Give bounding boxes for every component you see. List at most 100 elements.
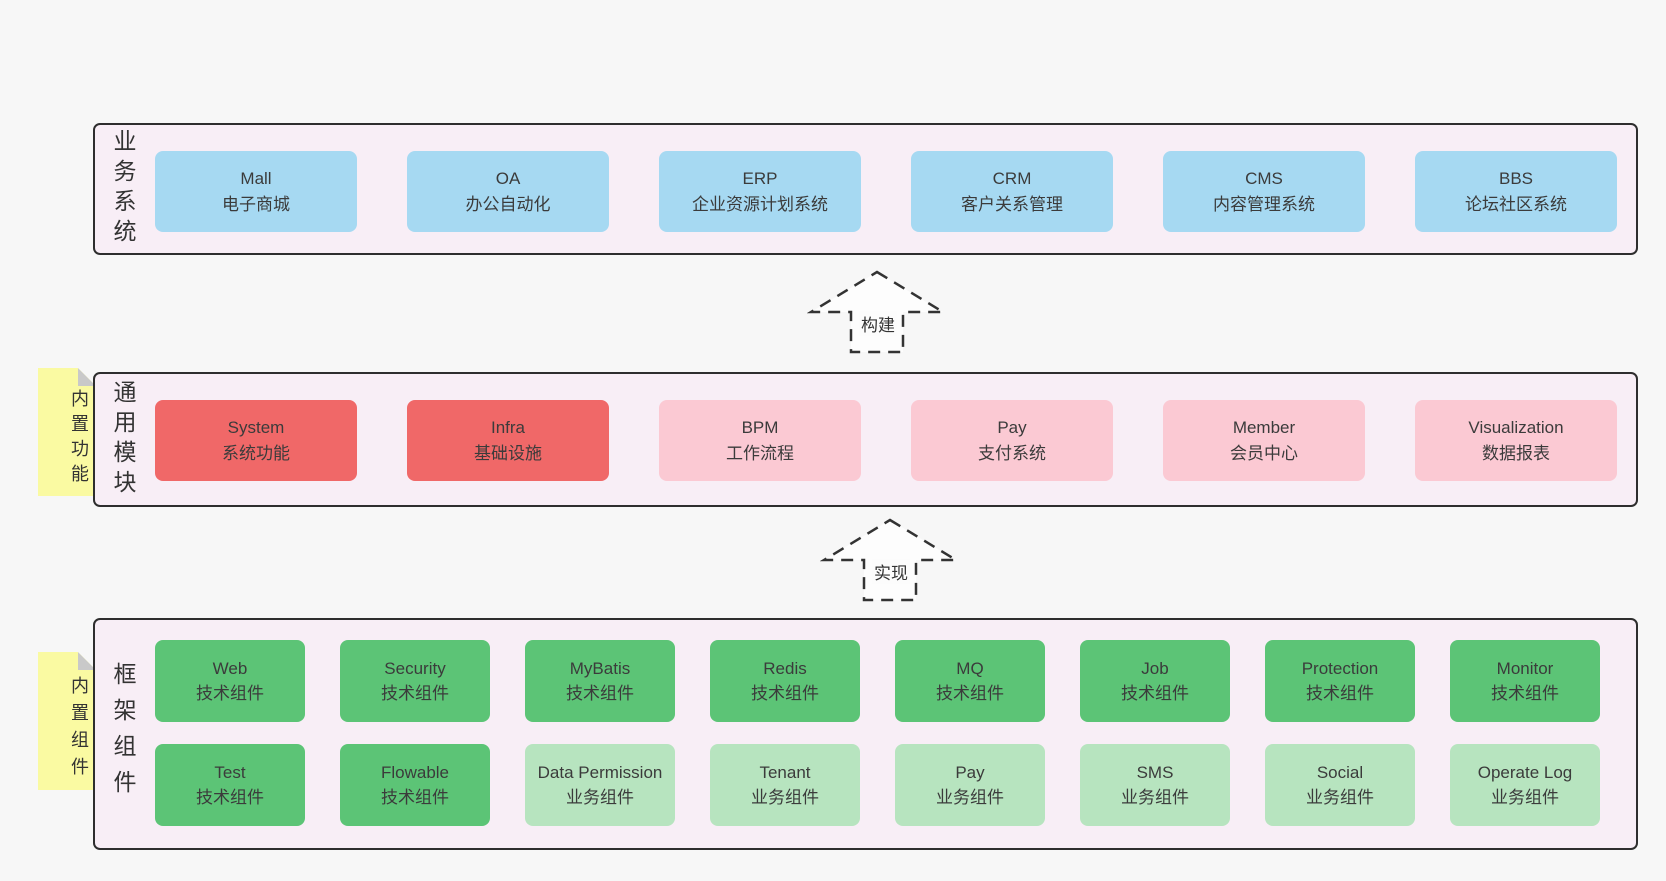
box-bpm: BPM 工作流程 [659,400,861,481]
box-flowable: Flowable 技术组件 [340,744,490,826]
box-desc: 技术组件 [196,684,264,703]
box-tenant: Tenant 业务组件 [710,744,860,826]
box-name: ERP [742,168,778,188]
business-boxes: Mall 电子商城 OA 办公自动化 ERP 企业资源计划系统 CRM 客户关系… [155,151,1617,232]
box-desc: 技术组件 [1121,684,1189,703]
box-sms: SMS 业务组件 [1080,744,1230,826]
box-desc: 办公自动化 [465,194,551,214]
box-desc: 技术组件 [1491,684,1559,703]
box-name: CMS [1245,168,1283,188]
box-name: Flowable [380,763,450,782]
box-web: Web 技术组件 [155,640,305,722]
sticky-note-builtin-features: 内置功能 [38,368,96,496]
box-desc: 技术组件 [381,684,449,703]
box-data-permission: Data Permission 业务组件 [525,744,675,826]
arrow-label-implement: 实现 [872,559,910,584]
box-operate-log: Operate Log 业务组件 [1450,744,1600,826]
component-row-tech: Web 技术组件 Security 技术组件 MyBatis 技术组件 Redi… [155,640,1600,722]
module-boxes: System 系统功能 Infra 基础设施 BPM 工作流程 Pay 支付系统… [155,400,1617,481]
box-name: Security [384,659,446,678]
box-name: BPM [741,417,779,437]
box-protection: Protection 技术组件 [1265,640,1415,722]
box-name: OA [495,168,521,188]
box-name: MQ [956,659,984,678]
component-row-business: Test 技术组件 Flowable 技术组件 Data Permission … [155,744,1600,826]
box-desc: 客户关系管理 [961,194,1063,214]
box-mall: Mall 电子商城 [155,151,357,232]
box-name: Mall [240,168,272,188]
box-desc: 业务组件 [1121,788,1189,807]
box-name: MyBatis [569,659,631,678]
box-desc: 系统功能 [222,443,290,463]
layer-label: 业务系统 [110,129,136,249]
box-desc: 基础设施 [474,443,542,463]
box-system: System 系统功能 [155,400,357,481]
box-desc: 业务组件 [1306,788,1374,807]
box-name: Infra [490,417,526,437]
box-monitor: Monitor 技术组件 [1450,640,1600,722]
box-name: Test [214,763,246,782]
box-pay: Pay 支付系统 [911,400,1113,481]
box-erp: ERP 企业资源计划系统 [659,151,861,232]
box-job: Job 技术组件 [1080,640,1230,722]
box-desc: 工作流程 [726,443,794,463]
box-name: Tenant [759,763,811,782]
box-oa: OA 办公自动化 [407,151,609,232]
box-name: Job [1141,659,1169,678]
box-name: Redis [763,659,807,678]
box-desc: 电子商城 [222,194,290,214]
box-social: Social 业务组件 [1265,744,1415,826]
box-security: Security 技术组件 [340,640,490,722]
box-mq: MQ 技术组件 [895,640,1045,722]
box-infra: Infra 基础设施 [407,400,609,481]
arrow-label-build: 构建 [859,311,897,336]
layer-common-modules: 通用模块 System 系统功能 Infra 基础设施 BPM 工作流程 Pay… [93,372,1638,507]
box-crm: CRM 客户关系管理 [911,151,1113,232]
box-name: Monitor [1496,659,1554,678]
box-desc: 业务组件 [936,788,1004,807]
box-pay-biz: Pay 业务组件 [895,744,1045,826]
box-name: Pay [955,763,985,782]
box-bbs: BBS 论坛社区系统 [1415,151,1617,232]
box-desc: 业务组件 [566,788,634,807]
box-desc: 技术组件 [1306,684,1374,703]
box-name: Pay [997,417,1027,437]
box-name: Social [1316,763,1364,782]
box-name: Operate Log [1477,763,1573,782]
box-member: Member 会员中心 [1163,400,1365,481]
box-visualization: Visualization 数据报表 [1415,400,1617,481]
box-cms: CMS 内容管理系统 [1163,151,1365,232]
box-name: Member [1232,417,1296,437]
box-name: Visualization [1468,417,1564,437]
box-desc: 内容管理系统 [1213,194,1315,214]
sticky-note-text: 内置功能 [69,389,89,489]
layer-framework-components: 框架组件 Web 技术组件 Security 技术组件 MyBatis 技术组件… [93,618,1638,850]
box-name: BBS [1498,168,1534,188]
box-desc: 支付系统 [978,443,1046,463]
box-desc: 论坛社区系统 [1465,194,1567,214]
box-desc: 技术组件 [566,684,634,703]
layer-label: 通用模块 [110,379,136,500]
box-name: Web [212,659,248,678]
box-desc: 技术组件 [196,788,264,807]
sticky-note-text: 内置组件 [69,676,89,784]
box-desc: 技术组件 [751,684,819,703]
layer-label: 框架组件 [110,662,136,806]
box-name: Protection [1301,659,1379,678]
box-name: System [227,417,285,437]
box-desc: 技术组件 [936,684,1004,703]
box-desc: 技术组件 [381,788,449,807]
box-test: Test 技术组件 [155,744,305,826]
box-desc: 企业资源计划系统 [692,194,828,214]
box-desc: 数据报表 [1482,443,1550,463]
box-desc: 业务组件 [1491,788,1559,807]
box-desc: 业务组件 [751,788,819,807]
box-desc: 会员中心 [1230,443,1298,463]
sticky-note-builtin-components: 内置组件 [38,652,96,790]
box-mybatis: MyBatis 技术组件 [525,640,675,722]
box-name: CRM [992,168,1032,188]
box-name: SMS [1136,763,1174,782]
layer-business-systems: 业务系统 Mall 电子商城 OA 办公自动化 ERP 企业资源计划系统 CRM… [93,123,1638,255]
box-name: Data Permission [537,763,663,782]
